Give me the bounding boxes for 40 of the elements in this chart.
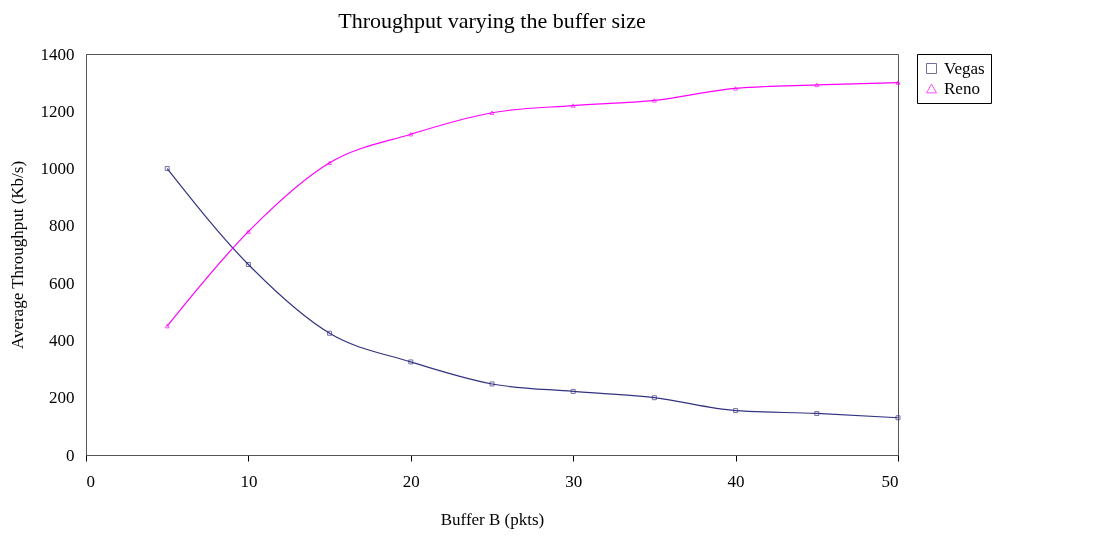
point bbox=[164, 166, 170, 172]
point bbox=[245, 262, 251, 268]
y-tick-label: 1400 bbox=[40, 44, 75, 64]
point bbox=[570, 388, 576, 394]
point bbox=[327, 160, 333, 166]
y-tick-label: 1000 bbox=[40, 159, 75, 179]
point bbox=[651, 98, 657, 103]
x-tick-label: 30 bbox=[565, 471, 583, 491]
y-tick-label: 400 bbox=[49, 330, 75, 350]
point bbox=[814, 82, 820, 88]
x-tick-label: 50 bbox=[881, 471, 899, 491]
point bbox=[245, 229, 251, 234]
point bbox=[327, 330, 333, 336]
x-tick-label: 10 bbox=[240, 471, 258, 491]
y-tick-label: 200 bbox=[49, 388, 75, 408]
x-axis-title: Buffer B (pkts) bbox=[440, 509, 545, 529]
y-tick-label: 1200 bbox=[40, 101, 75, 121]
y-tick-label: 800 bbox=[49, 216, 75, 236]
point bbox=[408, 359, 414, 365]
point bbox=[895, 80, 901, 85]
point bbox=[408, 131, 414, 137]
legend-label: Vegas bbox=[944, 58, 985, 78]
point bbox=[733, 86, 739, 91]
point bbox=[489, 381, 495, 387]
chart-title: Throughput varying the buffer size bbox=[338, 8, 646, 33]
x-tick-label: 20 bbox=[402, 471, 420, 491]
point bbox=[651, 395, 657, 401]
point bbox=[733, 408, 739, 414]
point bbox=[814, 410, 820, 416]
x-tick-label: 0 bbox=[86, 471, 95, 491]
point bbox=[895, 415, 901, 421]
legend-label: Reno bbox=[944, 78, 980, 98]
y-axis-title: Average Throughput (Kb/s) bbox=[7, 160, 27, 350]
point bbox=[164, 323, 170, 329]
x-tick-label: 40 bbox=[727, 471, 745, 491]
point bbox=[570, 103, 576, 108]
y-tick-label: 0 bbox=[66, 445, 75, 465]
point bbox=[489, 110, 495, 115]
y-tick-label: 600 bbox=[49, 273, 75, 293]
line-series bbox=[164, 166, 901, 421]
